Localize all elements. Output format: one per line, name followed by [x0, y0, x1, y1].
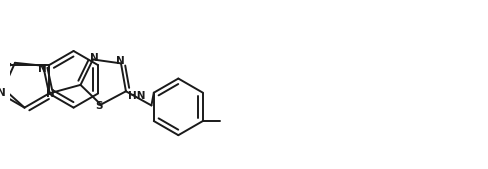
Text: N: N — [0, 88, 6, 98]
Text: S: S — [95, 101, 103, 112]
Text: N: N — [89, 53, 98, 63]
Text: N: N — [45, 89, 54, 99]
Text: N: N — [116, 56, 124, 66]
Text: HN: HN — [128, 91, 145, 101]
Text: N: N — [38, 64, 46, 74]
